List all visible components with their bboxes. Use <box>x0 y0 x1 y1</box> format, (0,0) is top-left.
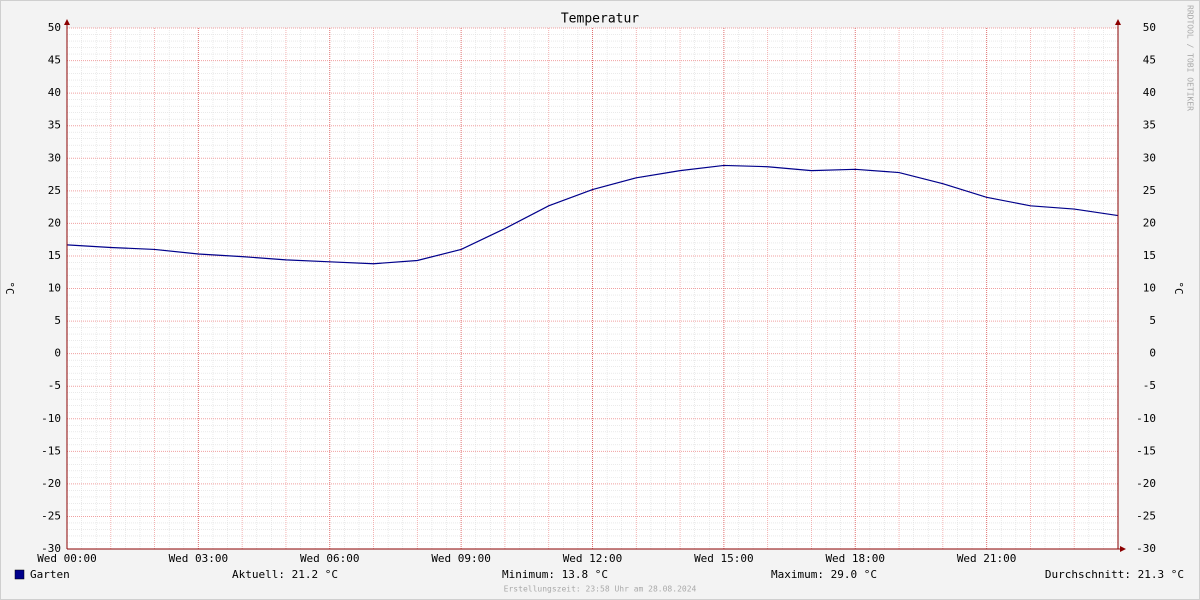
y2-tick-label: 30 <box>1143 151 1156 164</box>
x-tick-label: Wed 03:00 <box>169 552 229 565</box>
y-tick-label: 35 <box>48 119 61 132</box>
stat-min: Minimum: 13.8 °C <box>502 568 608 581</box>
y-tick-label: 20 <box>48 216 61 229</box>
y-tick-label: -20 <box>41 477 61 490</box>
marks <box>66 164 1119 265</box>
x-tick-label: Wed 06:00 <box>300 552 360 565</box>
grid <box>66 27 1118 550</box>
y2-tick-label: 5 <box>1149 314 1156 327</box>
x-tick-label: Wed 21:00 <box>957 552 1017 565</box>
y-axis-label: °C <box>3 281 16 294</box>
y-tick-label: 25 <box>48 184 61 197</box>
x-tick-label: Wed 15:00 <box>694 552 754 565</box>
stat-current: Aktuell: 21.2 °C <box>232 568 338 581</box>
y2-tick-label: 20 <box>1143 216 1156 229</box>
y2-tick-label: 35 <box>1143 119 1156 132</box>
y-tick-label: 10 <box>48 282 61 295</box>
y2-tick-label: 10 <box>1143 282 1156 295</box>
axis-arrow <box>64 19 70 25</box>
line-series <box>66 164 1119 265</box>
y2-axis-label: °C <box>1172 281 1185 294</box>
legend-label: Garten <box>30 568 70 581</box>
x-tick-label: Wed 00:00 <box>37 552 97 565</box>
y2-tick-label: -15 <box>1136 444 1156 457</box>
x-tick-label: Wed 12:00 <box>563 552 623 565</box>
y-tick-label: -15 <box>41 444 61 457</box>
axis-arrow <box>1115 19 1121 25</box>
y2-tick-label: 45 <box>1143 54 1156 67</box>
y2-tick-label: -10 <box>1136 412 1156 425</box>
y2-tick-label: 25 <box>1143 184 1156 197</box>
y-tick-label: -30 <box>41 542 61 555</box>
y2-tick-label: -20 <box>1136 477 1156 490</box>
stat-average: Durchschnitt: 21.3 °C <box>1045 568 1184 581</box>
y2-tick-label: -5 <box>1143 379 1156 392</box>
y-tick-label: -5 <box>48 379 61 392</box>
y2-tick-label: 15 <box>1143 249 1156 262</box>
y-tick-label: 15 <box>48 249 61 262</box>
y-tick-label: 50 <box>48 21 61 34</box>
y2-tick-label: 0 <box>1149 347 1156 360</box>
watermark: RRDTOOL / TOBI OETIKER <box>1186 5 1195 111</box>
y-tick-label: 45 <box>48 54 61 67</box>
footer: Erstellungszeit: 23:58 Uhr am 28.08.2024 <box>504 585 697 594</box>
stat-max: Maximum: 29.0 °C <box>771 568 877 581</box>
y2-tick-label: 40 <box>1143 86 1156 99</box>
y-tick-label: -10 <box>41 412 61 425</box>
y-tick-label: -25 <box>41 509 61 522</box>
x-tick-label: Wed 18:00 <box>825 552 885 565</box>
y2-tick-label: -30 <box>1136 542 1156 555</box>
y-tick-label: 5 <box>54 314 61 327</box>
x-tick-label: Wed 09:00 <box>431 552 491 565</box>
y2-tick-label: 50 <box>1143 21 1156 34</box>
chart-title: Temperatur <box>561 12 639 27</box>
axis-arrow <box>1120 546 1126 552</box>
y-tick-label: 40 <box>48 86 61 99</box>
y2-tick-label: -25 <box>1136 509 1156 522</box>
y-tick-label: 30 <box>48 151 61 164</box>
legend-swatch <box>14 569 25 580</box>
y-tick-label: 0 <box>54 347 61 360</box>
